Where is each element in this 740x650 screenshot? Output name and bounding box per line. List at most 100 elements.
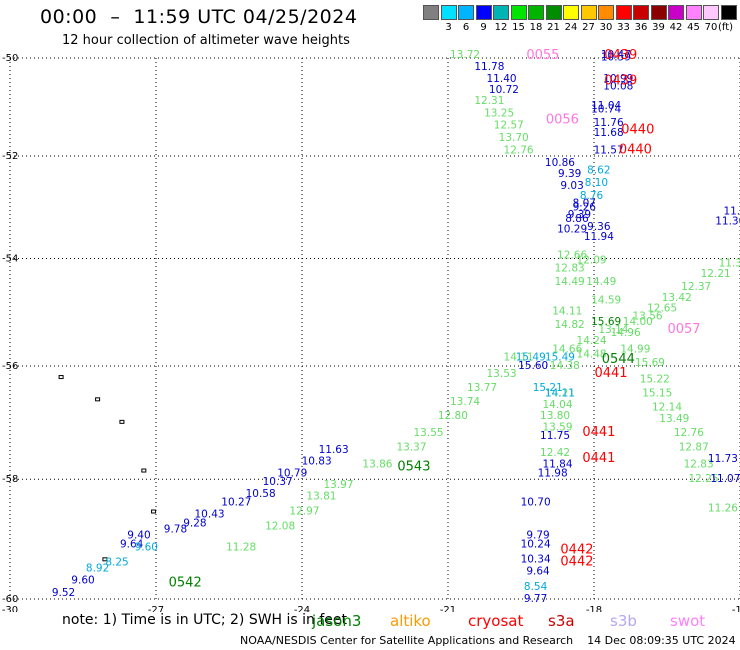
wave-height-label: 11.73 — [708, 453, 738, 465]
scale-label: 15 — [512, 22, 525, 33]
wave-height-label: 12.25 — [688, 473, 718, 485]
wave-height-label: 10.29 — [557, 223, 587, 235]
wave-height-label: 13.77 — [467, 382, 497, 394]
wave-height-label: 12.83 — [555, 263, 585, 275]
island-outline — [151, 509, 157, 514]
chart-title: 00:00 – 11:59 UTC 04/25/2024 — [40, 6, 358, 28]
wave-height-label: 14.21 — [545, 388, 575, 400]
wave-height-label: 9.64 — [526, 565, 550, 577]
scale-swatch — [458, 5, 474, 20]
pass-time-label: 0440 — [619, 142, 652, 157]
satellite-cryosat: cryosat — [468, 612, 524, 630]
wave-height-label: 10.83 — [302, 456, 332, 468]
scale-swatch — [598, 5, 614, 20]
scale-swatch — [440, 5, 457, 20]
wave-height-label: 13.72 — [450, 49, 480, 61]
wave-height-label: 11.78 — [474, 61, 504, 73]
y-tick-label: -58 — [2, 474, 18, 485]
scale-swatch — [703, 5, 719, 20]
pass-time-label: 0442 — [560, 542, 593, 557]
wave-height-label: 10.58 — [246, 488, 276, 500]
wave-height-label: 15.21 — [533, 382, 563, 394]
wave-height-label: 9.39 — [568, 209, 591, 221]
x-tick-label: -30 — [2, 605, 18, 612]
wave-height-label: 10.34 — [521, 553, 551, 565]
wave-height-label: 12.21 — [701, 268, 731, 280]
wave-height-label: 14.49 — [555, 276, 585, 288]
wave-height-label: 14.24 — [577, 335, 607, 347]
pass-time-label: 0057 — [667, 322, 700, 337]
wave-height-label: 10.27 — [221, 497, 251, 509]
wave-height-label: 10.08 — [603, 80, 633, 92]
wave-height-label: 11.30 — [715, 216, 740, 228]
scale-swatch — [493, 5, 509, 20]
scale-swatch — [528, 5, 544, 20]
satellite-s3b: s3b — [610, 612, 637, 630]
wave-height-label: 10.59 — [601, 51, 631, 63]
note-text: note: 1) Time is in UTC; 2) SWH is in fe… — [62, 612, 348, 628]
wave-height-label: 9.40 — [127, 529, 150, 541]
wave-height-label: 12.14 — [652, 402, 682, 414]
wave-height-label: 12.87 — [679, 441, 709, 453]
satellite-altiko: altiko — [390, 612, 431, 630]
wave-height-label: 11.26 — [708, 502, 738, 514]
wave-height-label: 15.15 — [642, 388, 672, 400]
scale-label: 70 — [704, 22, 718, 33]
scale-swatch — [510, 5, 527, 20]
wave-height-label: 14.82 — [555, 319, 585, 331]
wave-height-label: 11.75 — [540, 430, 570, 442]
wave-height-label: 11.1 — [723, 205, 740, 217]
wave-height-label: 11.94 — [584, 231, 614, 243]
wave-height-label: 12.65 — [647, 303, 677, 315]
pass-time-label: 0441 — [582, 451, 615, 466]
wave-height-label: 12.37 — [681, 281, 711, 293]
wave-height-label: 11.07 — [710, 473, 740, 485]
scale-label: 42 — [669, 22, 683, 33]
wave-height-label: 9.60 — [135, 541, 158, 553]
wave-height-label: 9.26 — [573, 202, 597, 214]
scale-swatch — [615, 5, 632, 20]
wave-height-label: 9.28 — [183, 517, 206, 529]
wave-height-label: 13.70 — [499, 132, 529, 144]
wave-height-label: 15.69 — [591, 316, 621, 328]
wave-height-label: 14.59 — [591, 295, 621, 307]
wave-height-label: 12.31 — [474, 95, 504, 107]
scale-swatch — [685, 5, 702, 20]
wave-height-label: 10.99 — [603, 73, 633, 85]
scale-swatch — [580, 5, 597, 20]
wave-height-plot: -30 -27 -24 -21 -18 -15 -50 -52 -54 -56 -58 -60 11.3… — [2, 48, 740, 612]
pass-time-label: 0441 — [594, 366, 627, 381]
wave-height-label: 11.3 — [719, 257, 740, 269]
wave-height-label: 9.60 — [71, 575, 94, 587]
wave-height-label: 13.74 — [450, 396, 480, 408]
scale-swatch — [475, 5, 492, 20]
wave-height-label: 8.07 — [573, 198, 596, 210]
scale-label: 45 — [687, 22, 700, 33]
wave-height-label: 13.86 — [362, 459, 392, 471]
scale-label: 21 — [547, 22, 560, 33]
wave-height-label: 11.68 — [594, 127, 624, 139]
wave-height-label: 11.57 — [594, 144, 624, 156]
wave-height-label: 12.66 — [557, 249, 587, 261]
wave-height-label: 10.37 — [263, 476, 293, 488]
wave-height-label: 8.25 — [105, 556, 128, 568]
y-tick-label: -54 — [2, 253, 18, 264]
wave-height-label: 11.84 — [542, 459, 572, 471]
wave-height-label: 14.11 — [504, 351, 534, 363]
pass-time-label: 0439 — [604, 48, 637, 63]
wave-height-label: 9.78 — [164, 523, 187, 535]
x-tick-label: -18 — [586, 605, 602, 612]
wave-height-label: 14.49 — [586, 276, 616, 288]
x-tick-label: -27 — [148, 605, 164, 612]
satellite-jason3: jason3 — [312, 612, 362, 630]
footer-credit: NOAA/NESDIS Center for Satellite Applica… — [240, 634, 736, 647]
scale-swatch — [633, 5, 649, 20]
scale-label: 3 — [445, 22, 452, 33]
wave-height-label: 11.40 — [487, 73, 517, 85]
wave-height-label: 11.28 — [226, 541, 256, 553]
pass-time-label: 0055 — [526, 48, 559, 63]
chart-subtitle: 12 hour collection of altimeter wave hei… — [62, 33, 350, 48]
wave-height-label: 13.25 — [484, 107, 514, 119]
wave-height-label: 10.72 — [489, 84, 519, 96]
scale-swatch — [668, 5, 684, 20]
